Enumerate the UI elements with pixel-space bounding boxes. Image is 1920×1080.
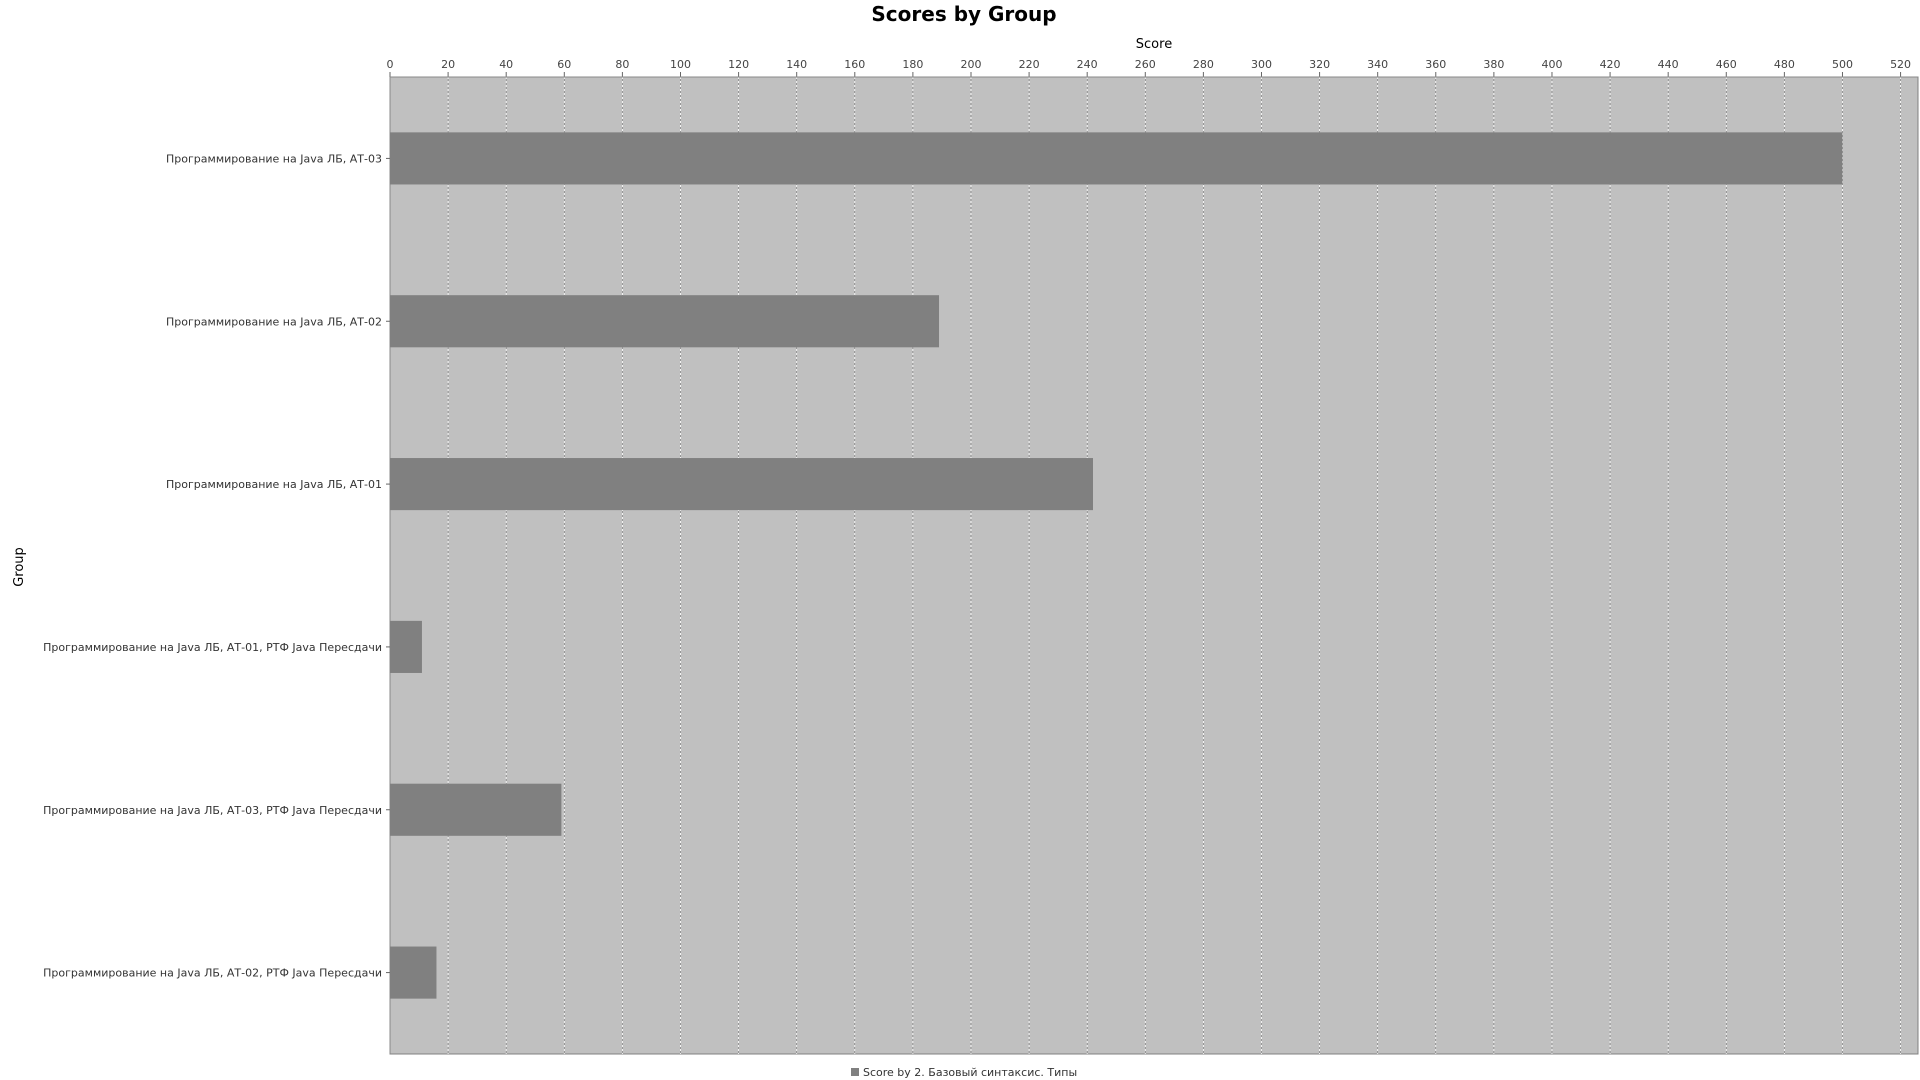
x-tick-label: 40 — [499, 58, 513, 71]
category-label: Программирование на Java ЛБ, АТ-03 — [166, 152, 382, 165]
x-tick-label: 440 — [1658, 58, 1679, 71]
bar — [390, 946, 437, 999]
x-tick-label: 20 — [441, 58, 455, 71]
x-tick-label: 140 — [786, 58, 807, 71]
category-label: Программирование на Java ЛБ, АТ-01, РТФ … — [43, 641, 382, 654]
category-label: Программирование на Java ЛБ, АТ-03, РТФ … — [43, 804, 382, 817]
x-tick-label: 280 — [1193, 58, 1214, 71]
x-tick-label: 0 — [387, 58, 394, 71]
y-axis-title: Group — [12, 547, 27, 587]
category-label: Программирование на Java ЛБ, АТ-01 — [166, 478, 382, 491]
legend-entry: Score by 2. Базовый синтаксис. Типы — [863, 1066, 1077, 1079]
category-label: Программирование на Java ЛБ, АТ-02 — [166, 315, 382, 328]
x-tick-label: 120 — [728, 58, 749, 71]
x-tick-label: 380 — [1483, 58, 1504, 71]
x-tick-label: 480 — [1774, 58, 1795, 71]
x-tick-label: 240 — [1077, 58, 1098, 71]
x-tick-label: 460 — [1716, 58, 1737, 71]
bar — [390, 458, 1093, 511]
x-tick-label: 220 — [1019, 58, 1040, 71]
plot-area: 0 20 40 60 80 100 120 140 160 180 200 220 240 260 280 3… — [43, 58, 1919, 1055]
x-tick-label: 500 — [1832, 58, 1853, 71]
x-tick-label: 160 — [844, 58, 865, 71]
x-axis-title: Score — [1136, 37, 1172, 52]
bar — [390, 295, 940, 348]
bar — [390, 620, 422, 673]
x-tick-label: 520 — [1890, 58, 1911, 71]
x-tick-label: 260 — [1135, 58, 1156, 71]
x-tick-label: 320 — [1309, 58, 1330, 71]
plot-background — [389, 76, 1919, 1055]
bar — [390, 132, 1843, 185]
bar — [390, 783, 562, 836]
x-tick-label: 300 — [1251, 58, 1272, 71]
x-tick-label: 80 — [615, 58, 629, 71]
x-tick-label: 420 — [1600, 58, 1621, 71]
x-tick-label: 340 — [1367, 58, 1388, 71]
chart-title: Scores by Group — [871, 2, 1056, 26]
legend-swatch — [851, 1068, 859, 1076]
x-tick-label: 60 — [557, 58, 571, 71]
x-tick-label: 200 — [960, 58, 981, 71]
x-tick-label: 360 — [1425, 58, 1446, 71]
x-tick-label: 100 — [670, 58, 691, 71]
x-tick-label: 180 — [902, 58, 923, 71]
x-tick-label: 400 — [1541, 58, 1562, 71]
category-label: Программирование на Java ЛБ, АТ-02, РТФ … — [43, 967, 382, 980]
legend: Score by 2. Базовый синтаксис. Типы — [851, 1066, 1077, 1079]
